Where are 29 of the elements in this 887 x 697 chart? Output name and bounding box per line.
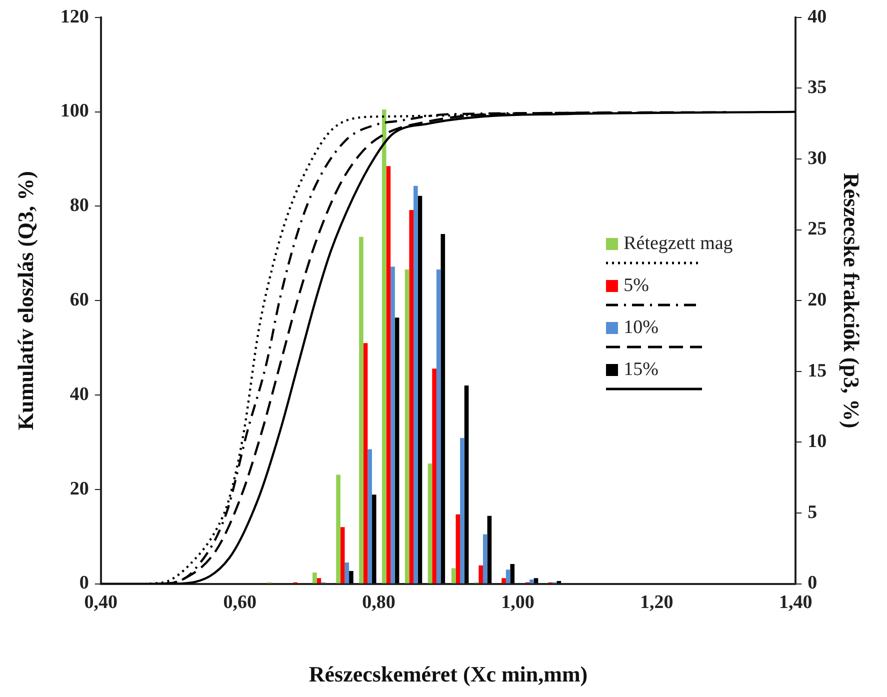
x-tick-label: 1,20 <box>640 592 674 614</box>
legend-label: 10% <box>624 316 658 338</box>
x-tick-label: 0,80 <box>362 592 396 614</box>
x-tick-label: 1,00 <box>501 592 534 614</box>
y-tick-label: 120 <box>60 6 89 28</box>
x-tick-label: 0,40 <box>84 592 118 614</box>
y2-tick-label: 5 <box>808 502 818 523</box>
y2-tick-label: 25 <box>808 218 827 240</box>
x-tick-label: 0,60 <box>223 592 256 614</box>
y2-tick-label: 0 <box>808 572 818 594</box>
legend-label: 5% <box>624 274 649 296</box>
y-axis-title: Kumulatív eloszlás (Q3, %) <box>12 171 38 430</box>
y-tick-label: 20 <box>70 478 89 500</box>
y2-tick-label: 20 <box>808 290 827 311</box>
x-tick-label: 1,40 <box>778 592 812 614</box>
y-tick-label: 60 <box>70 290 89 311</box>
y2-tick-label: 15 <box>808 360 827 382</box>
legend-label: 15% <box>624 358 658 380</box>
y2-tick-label: 10 <box>808 431 827 452</box>
x-axis-title: Részecskeméret (Xc min,mm) <box>308 661 588 686</box>
y-tick-label: 0 <box>79 572 89 594</box>
legend-label: Rétegzett mag <box>624 232 733 254</box>
y2-tick-label: 30 <box>808 148 827 169</box>
y2-axis-title: Részecske frakciók (p3, %) <box>839 172 864 428</box>
y-tick-label: 100 <box>60 100 89 122</box>
y-tick-label: 80 <box>70 195 89 216</box>
y2-tick-label: 35 <box>808 77 827 98</box>
y-tick-label: 40 <box>70 384 89 405</box>
y2-tick-label: 40 <box>808 6 827 28</box>
